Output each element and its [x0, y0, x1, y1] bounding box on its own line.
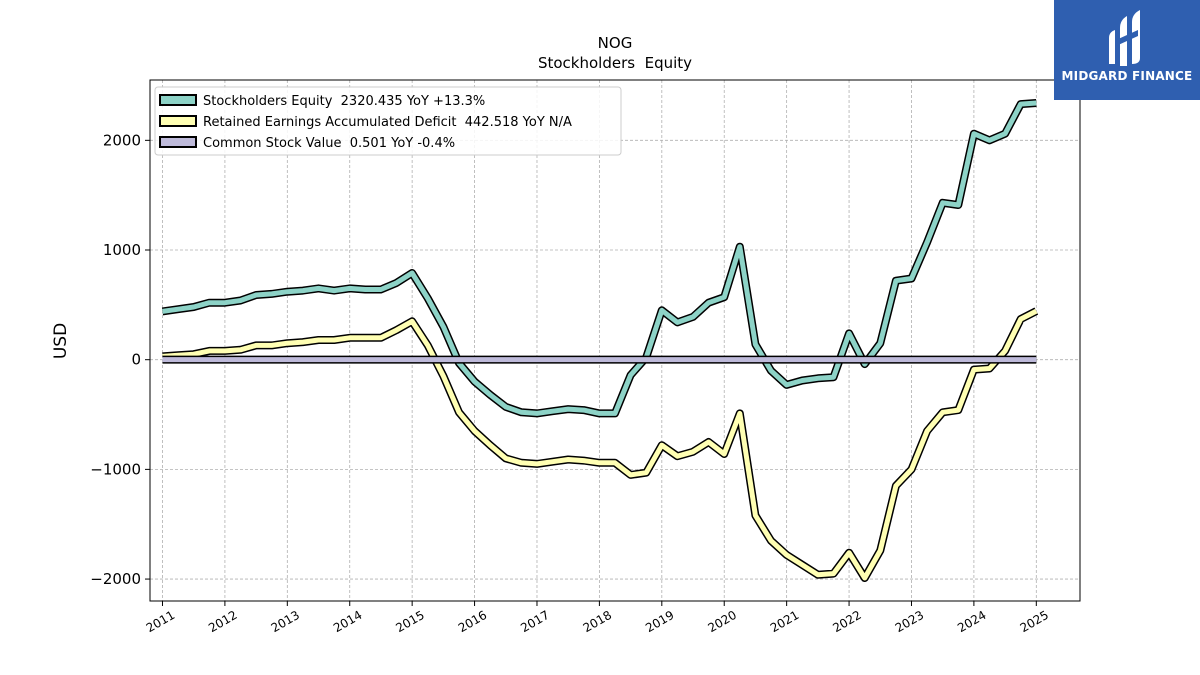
series-lines [161, 99, 1039, 582]
x-tick-label: 2013 [269, 608, 302, 635]
plot-frame [149, 79, 1081, 602]
x-tick-label: 2017 [518, 608, 551, 635]
legend-swatch-2 [159, 136, 197, 148]
brand-logo: MIDGARD FINANCE [1054, 0, 1200, 100]
x-tick-label: 2014 [331, 608, 364, 635]
x-tick-label: 2025 [1018, 608, 1051, 635]
y-tick-label: −1000 [90, 460, 141, 478]
legend-box [154, 86, 622, 156]
x-tick-label: 2022 [830, 608, 863, 635]
brand-mark-icon [1109, 10, 1140, 66]
y-axis-ticks: −2000 −1000 0 1000 2000 [90, 131, 150, 588]
y-tick-label: −2000 [90, 570, 141, 588]
x-tick-label: 2020 [706, 608, 739, 635]
x-tick-label: 2011 [144, 608, 177, 635]
chart-subtitle: Stockholders Equity [538, 54, 692, 72]
legend-swatch-0 [159, 94, 197, 106]
y-axis-label: USD [51, 323, 71, 359]
x-tick-label: 2019 [643, 608, 676, 635]
x-tick-label: 2012 [206, 608, 239, 635]
y-tick-label: 0 [131, 351, 141, 369]
legend-label-1: Retained Earnings Accumulated Deficit 44… [203, 115, 572, 130]
x-tick-label: 2023 [893, 608, 926, 635]
x-tick-label: 2024 [955, 608, 988, 635]
legend-label-2: Common Stock Value 0.501 YoY -0.4% [203, 136, 455, 151]
legend-swatch-1 [159, 115, 197, 127]
brand-name: MIDGARD FINANCE [1061, 69, 1193, 83]
x-tick-label: 2016 [456, 608, 489, 635]
x-axis-ticks: 2011 2012 2013 2014 2015 2016 2017 2018 2019 2020… [144, 601, 1051, 635]
series-1-line [162, 308, 1038, 581]
chart-title: NOG [598, 34, 633, 52]
x-tick-label: 2021 [768, 608, 801, 635]
x-tick-label: 2015 [393, 608, 426, 635]
series-0-line [162, 100, 1037, 416]
y-tick-label: 2000 [103, 131, 141, 149]
y-tick-label: 1000 [103, 241, 141, 259]
legend: Stockholders Equity 2320.435 YoY +13.3% R… [154, 86, 622, 156]
x-tick-label: 2018 [581, 608, 614, 635]
legend-label-0: Stockholders Equity 2320.435 YoY +13.3% [203, 94, 485, 109]
